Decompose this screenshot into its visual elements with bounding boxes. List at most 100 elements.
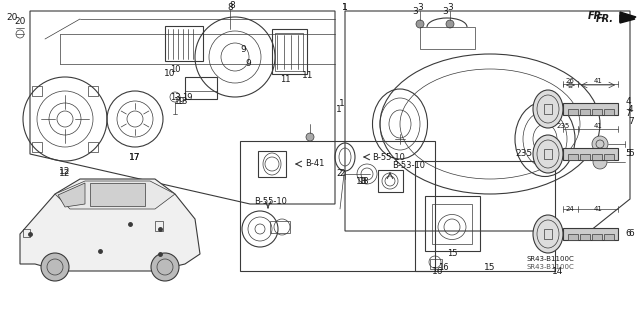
Text: 9: 9 [245,60,251,69]
Text: B-55-10: B-55-10 [254,197,287,205]
Text: 17: 17 [129,152,141,161]
Text: 1: 1 [339,100,345,108]
Text: FR.: FR. [588,11,606,21]
Circle shape [41,253,69,281]
Text: 10: 10 [170,64,180,73]
Bar [592,109,602,115]
Text: 20: 20 [6,12,18,21]
Ellipse shape [533,135,563,173]
Bar [165,26,203,61]
Bar [272,29,307,74]
Text: SR43-B1100C: SR43-B1100C [526,264,574,270]
Circle shape [446,20,454,28]
Polygon shape [55,181,175,209]
Text: 24: 24 [566,206,574,212]
Text: 7: 7 [625,109,631,118]
Text: 6: 6 [625,228,631,238]
Bar [544,229,552,239]
Ellipse shape [533,215,563,253]
Text: 8: 8 [227,3,233,11]
Bar [604,109,614,115]
Text: 4: 4 [625,97,631,106]
Polygon shape [620,12,636,22]
Ellipse shape [533,90,563,128]
Bar [580,109,590,115]
Text: 41: 41 [593,206,602,212]
Circle shape [306,133,314,141]
Bar [88,86,99,96]
Polygon shape [58,183,85,207]
Text: 15: 15 [484,263,496,271]
Text: 1: 1 [336,105,342,114]
Text: 4: 4 [628,105,634,114]
Text: B-53-10: B-53-10 [392,160,425,169]
Circle shape [151,253,179,281]
Bar [568,234,578,240]
Bar [185,77,217,99]
Polygon shape [20,179,200,271]
Circle shape [593,155,607,169]
Text: 19: 19 [182,93,193,101]
Bar [563,228,618,240]
Bar [378,170,403,192]
Text: 11: 11 [280,75,291,84]
Text: 2: 2 [339,169,345,179]
Bar [568,109,578,115]
Text: 7: 7 [628,116,634,125]
Bar [544,149,552,159]
Polygon shape [90,183,145,206]
Text: 1: 1 [342,3,348,11]
Text: 3: 3 [442,6,448,16]
Bar [604,154,614,160]
Text: 12: 12 [60,169,70,179]
Text: 17: 17 [129,152,141,161]
Bar [430,259,442,269]
Text: 9: 9 [240,44,246,54]
Bar [425,196,480,251]
Text: 10: 10 [164,70,176,78]
Bar [544,104,552,114]
Text: 5: 5 [628,150,634,159]
Bar [270,221,290,233]
Bar [580,154,590,160]
Text: 235: 235 [515,150,532,159]
Text: 14: 14 [552,266,564,276]
Text: B-41: B-41 [305,160,324,168]
Text: 2: 2 [337,169,342,179]
Circle shape [592,136,608,152]
Bar [88,142,99,152]
Circle shape [416,20,424,28]
Text: 3: 3 [447,3,453,11]
Text: SR43-B1100C: SR43-B1100C [526,256,574,262]
Bar [275,33,303,71]
Bar [155,221,163,231]
Polygon shape [620,15,635,23]
Text: 13: 13 [170,93,180,101]
Bar [592,234,602,240]
Bar [604,234,614,240]
Bar [415,161,555,271]
Text: 5: 5 [625,149,631,158]
Text: 41: 41 [593,123,602,129]
Text: 18: 18 [356,176,368,186]
Bar [432,204,472,244]
Text: 26: 26 [566,78,575,84]
Bar [240,141,435,271]
Text: 13: 13 [177,97,189,106]
Bar [592,154,602,160]
Text: 20: 20 [14,17,26,26]
Bar [23,229,30,237]
Text: 11: 11 [302,71,314,80]
Bar [563,103,618,115]
Text: FR.: FR. [596,14,614,24]
Text: B-55-10: B-55-10 [372,152,405,161]
Bar [258,151,286,177]
Text: 6: 6 [628,229,634,239]
Text: 15: 15 [447,249,457,258]
Text: 1: 1 [342,3,348,11]
Text: 18: 18 [358,176,368,186]
Bar [563,148,618,160]
Bar [568,154,578,160]
Bar [32,142,42,152]
Bar [32,86,42,96]
